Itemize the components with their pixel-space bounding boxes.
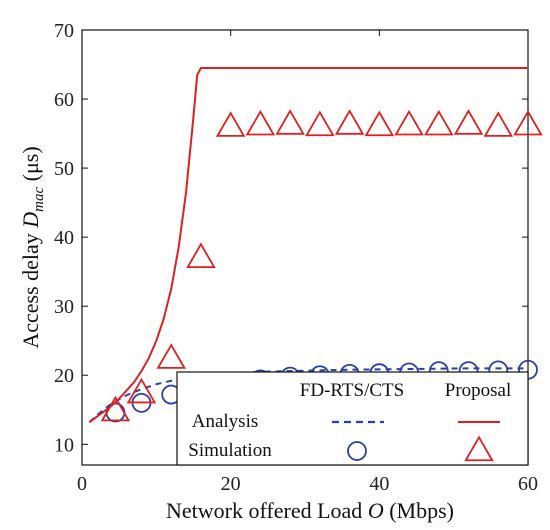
y-axis-label: Access delay Dmac (μs) [18,146,47,348]
x-tick-label: 20 [221,473,241,495]
proposal-simulation-marker [424,109,454,136]
y-tick-label: 10 [54,434,74,456]
legend-column-header: Proposal [445,380,512,401]
fd-rts-cts-simulation-marker [105,402,126,423]
y-tick-label: 40 [54,227,74,249]
proposal-simulation-marker [245,109,276,136]
proposal-simulation-marker [364,110,395,137]
y-tick-label: 50 [54,158,74,180]
x-axis-label-text: Network offered Load [166,498,368,523]
proposal-simulation-marker [394,109,424,136]
x-tick-label: 0 [77,473,87,495]
x-tick-label: 40 [369,473,389,495]
x-axis-label: Network offered Load O (Mbps) [166,498,454,523]
legend-box [176,371,529,466]
y-axis-label-subscript: mac [31,187,47,212]
x-tick-label: 60 [518,473,538,495]
proposal-simulation-marker [100,395,131,422]
y-tick-label: 20 [54,365,74,387]
proposal-simulation-marker [126,377,157,404]
proposal-simulation-marker [483,111,514,137]
legend-row-label: Simulation [188,440,272,461]
legend-sample-fd-simulation [347,441,367,461]
proposal-simulation-marker [275,109,305,135]
legend-row-label: Analysis [192,411,259,432]
y-tick-label: 60 [54,89,74,111]
legend-group: FD-RTS/CTS Proposal Analysis Simulation [176,371,529,466]
axes-group: 0 20 40 60 10 20 30 40 50 60 70 Network offered Loa… [18,20,538,523]
x-axis-label-var: O [368,498,384,523]
y-axis-label-unit: (μs) [18,146,43,187]
y-axis-label-var: D [18,212,43,229]
x-axis-label-unit: (Mbps) [384,498,454,523]
proposal-simulation-marker [334,109,365,135]
proposal-simulation-marker [215,111,246,137]
proposal-simulation-marker [156,343,186,369]
y-axis-label-text: Access delay [18,228,43,349]
legend-column-header: FD-RTS/CTS [300,380,404,401]
y-tick-label: 70 [54,20,74,42]
proposal-simulation-marker [513,109,543,136]
proposal-simulation-marker [186,242,216,268]
proposal-simulation-marker [453,109,484,135]
data-group [88,66,543,423]
proposal-simulation-marker [305,110,335,137]
legend-sample-proposal-simulation [464,435,494,462]
y-tick-label: 30 [54,296,74,318]
